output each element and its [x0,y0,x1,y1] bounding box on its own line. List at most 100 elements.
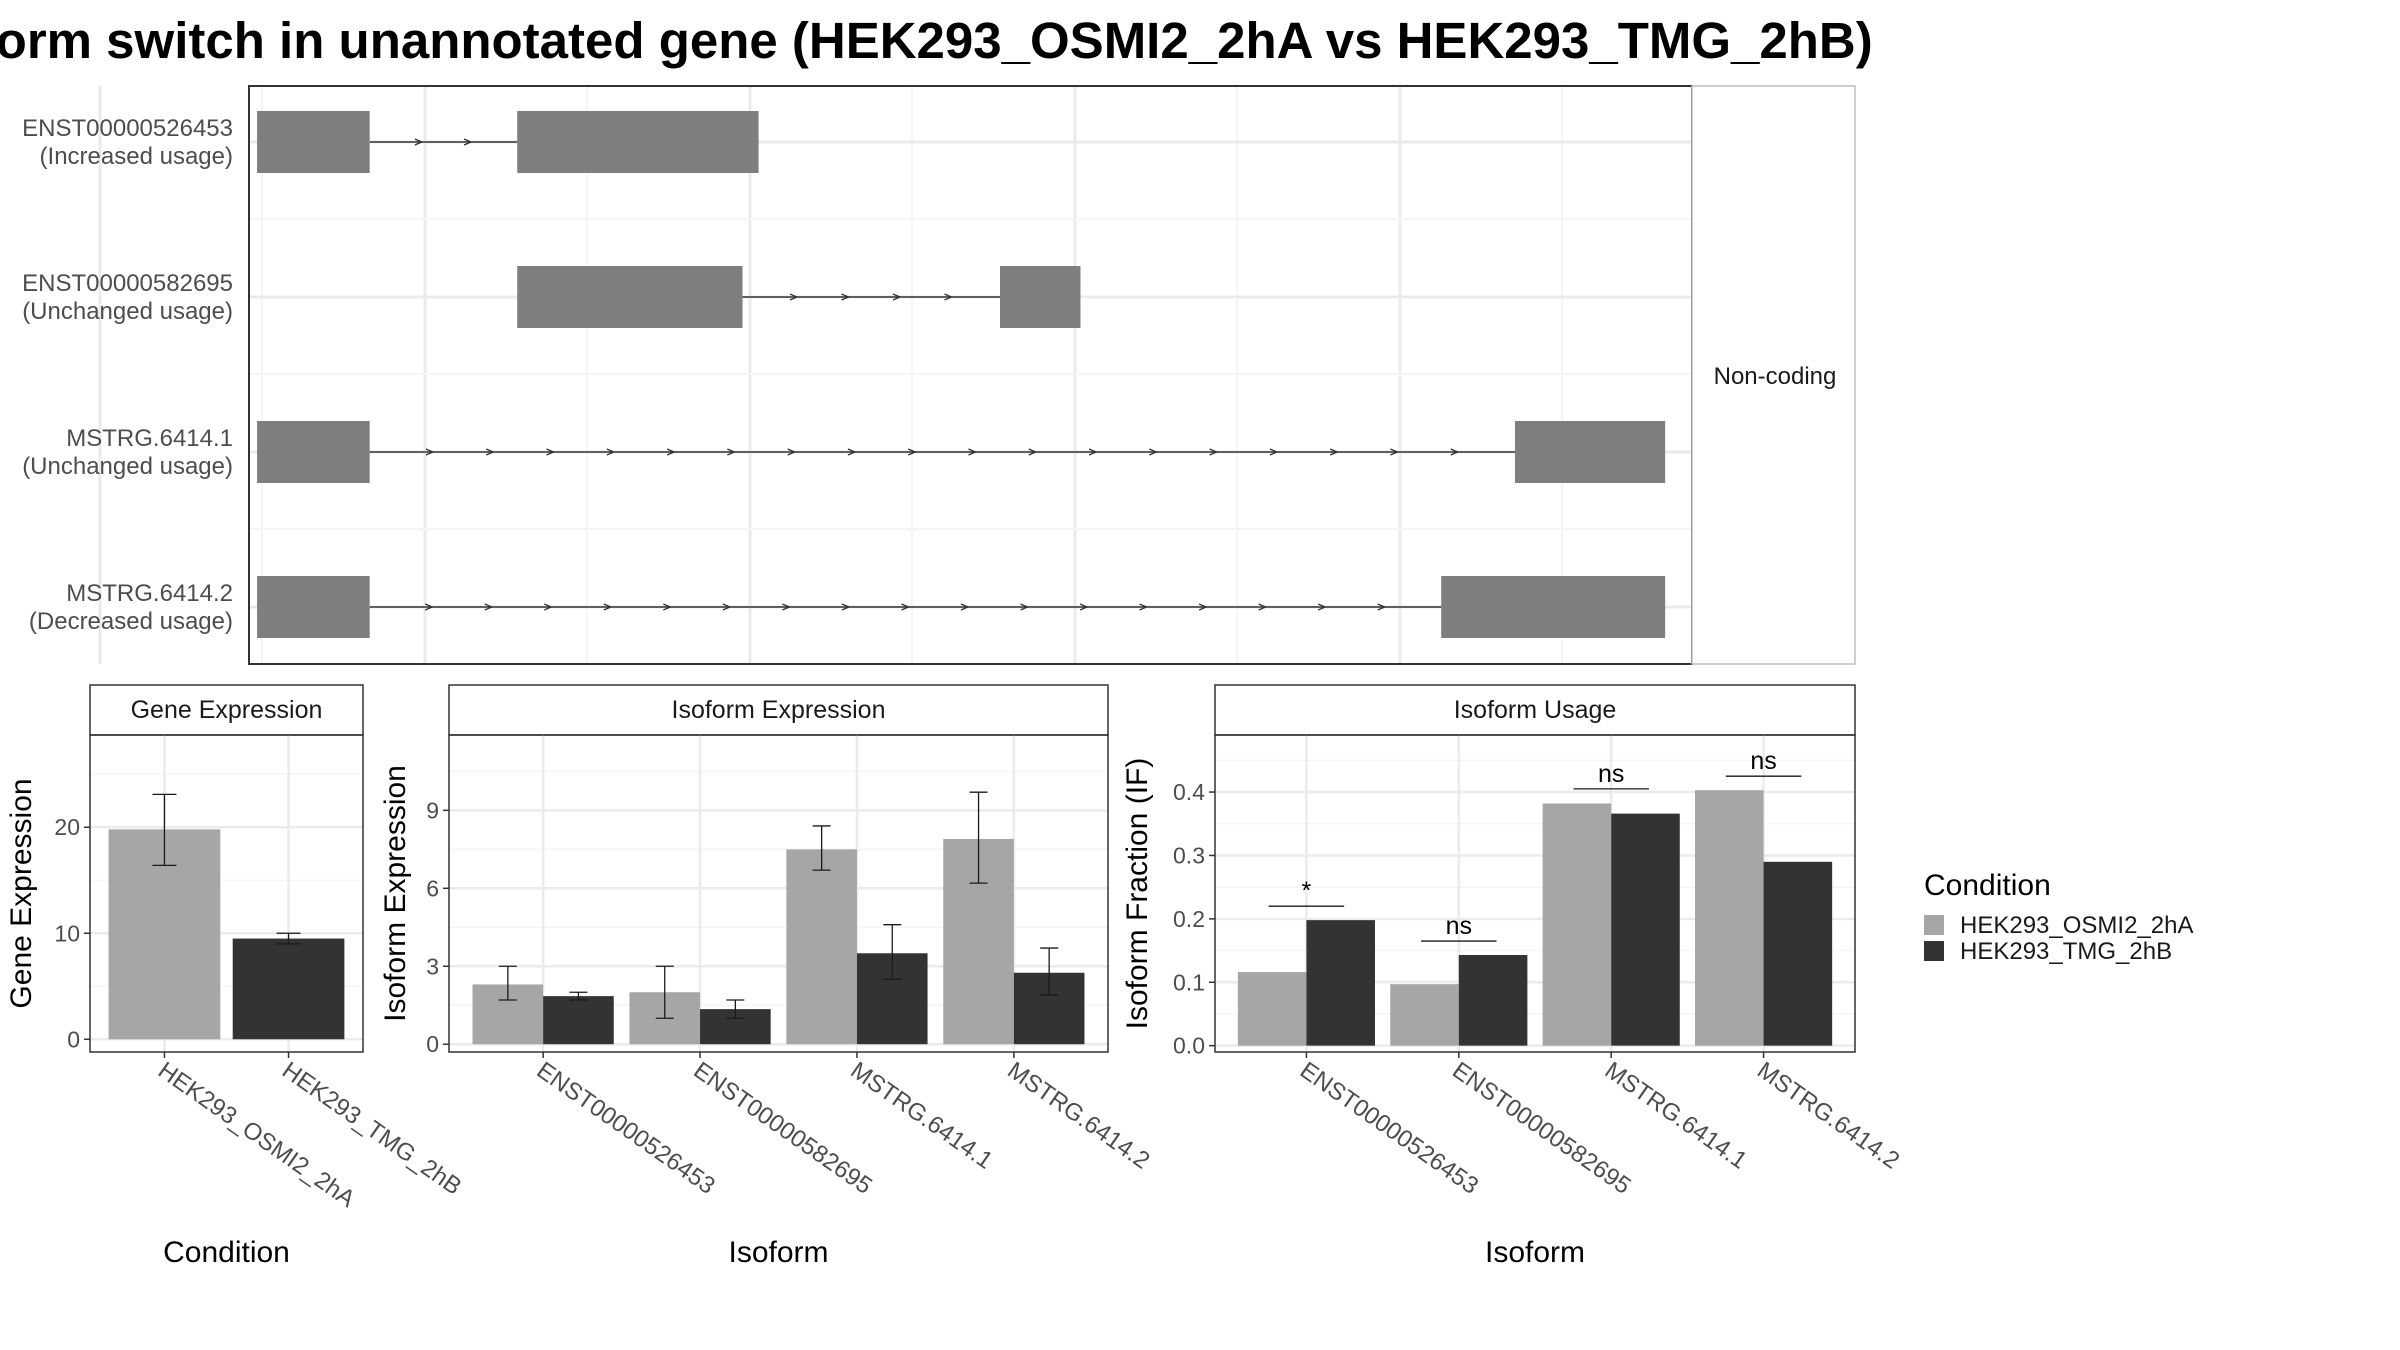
structure-transcripts [257,111,1666,638]
significance-label: * [1302,877,1312,905]
bar [1237,972,1307,1046]
transcript-labels: ENST00000526453(Increased usage) ENST0000… [22,115,233,635]
transcript-usage-label: (Decreased usage) [29,608,233,635]
strand-arrow [968,448,978,456]
strand-arrow [782,603,792,611]
facet-label-non-coding: Non-coding [1714,363,1837,390]
y-tick-label: 0.1 [1173,969,1205,995]
transcript-id-label: ENST00000582695 [22,270,233,297]
transcript-usage-label: (Unchanged usage) [22,298,233,325]
strand-arrow [1269,448,1279,456]
transcript-usage-label: (Increased usage) [40,143,233,170]
significance-label: ns [1598,760,1624,788]
legend-label-osmi2: HEK293_OSMI2_2hA [1960,912,2193,939]
strand-arrow [666,448,676,456]
exon-block [257,421,370,483]
strand-arrow [1020,603,1030,611]
strand-arrow [603,603,613,611]
strand-arrow [1317,603,1327,611]
strand-arrow [1088,448,1098,456]
significance-label: ns [1446,912,1472,940]
bar [543,996,614,1045]
strand-arrow [1390,448,1400,456]
bar [1390,984,1459,1046]
y-tick-label: 3 [426,953,439,979]
strand-arrow [463,138,473,146]
bar [1695,790,1764,1046]
strand-arrow [1028,448,1038,456]
strand-arrow [1258,603,1268,611]
strand-arrow [1079,603,1089,611]
legend-swatch-osmi2 [1924,915,1944,935]
strand-arrow [892,293,902,301]
strand-arrow [727,448,737,456]
panel-frame [1214,734,1856,1053]
strand-arrow [960,603,970,611]
panel-strip [1214,684,1856,736]
y-tick-label: 20 [54,814,80,840]
y-tick-label: 0 [67,1026,80,1052]
exon-block [517,266,743,328]
transcript-track [257,111,759,173]
transcript-track [257,421,1666,483]
panel-strip [89,684,364,736]
legend: Condition HEK293_OSMI2_2hA HEK293_TMG_2h… [1924,869,2193,965]
significance-label: ns [1750,747,1776,775]
structure-facet-strip [1691,85,1856,665]
strand-arrow [1209,448,1219,456]
strand-arrow [663,603,672,611]
strand-arrow [1450,448,1460,456]
strand-arrow [789,293,799,301]
strand-arrow [787,448,797,456]
y-axis-title: Isoform Expression [379,765,412,1022]
y-axis-title: Isoform Fraction (IF) [1121,758,1154,1030]
strand-arrow [484,603,494,611]
strand-arrow [485,448,495,456]
transcript-id-label: ENST00000526453 [22,115,233,142]
strand-arrow [841,293,851,301]
transcript-id-label: MSTRG.6414.1 [66,425,233,452]
exon-block [1514,421,1666,483]
strand-arrow [1149,448,1158,456]
transcript-track [517,266,1081,328]
panel-frame [448,734,1109,1053]
gene-structure-panel: Non-coding ENST00000526453(Increased usa… [22,85,1856,665]
transcript-id-label: MSTRG.6414.2 [66,580,233,607]
x-tick-label: MSTRG.6414.1 [846,1057,998,1175]
strand-arrow [901,603,911,611]
y-tick-label: 0 [426,1031,439,1057]
x-tick-label: HEK293_OSMI2_2hA [153,1057,360,1213]
strand-arrow [847,448,857,456]
strand-arrow [1377,603,1387,611]
panel-strip-label: Gene Expression [131,696,323,724]
legend-title: Condition [1924,869,2051,902]
bar [232,938,345,1040]
strand-arrow [544,603,553,611]
strand-arrow [907,448,917,456]
strand-arrow [841,603,851,611]
strand-arrow [424,603,434,611]
strand-arrow [414,138,424,146]
x-axis-title: Isoform [1485,1236,1585,1269]
strand-arrow [425,448,435,456]
x-tick-label: MSTRG.6414.2 [1752,1057,1904,1175]
exon-block [517,111,759,173]
panel-frame [89,734,364,1053]
y-tick-label: 0.0 [1173,1033,1205,1059]
bar [1542,803,1612,1046]
legend-swatch-tmg [1924,941,1944,961]
y-axis-title: Gene Expression [5,778,38,1008]
legend-label-tmg: HEK293_TMG_2hB [1960,938,2172,965]
strand-arrow [606,448,616,456]
strand-arrow [1139,603,1149,611]
exon-block [257,576,370,638]
strand-arrow [722,603,732,611]
x-axis-title: Condition [163,1236,290,1269]
panel-strip-label: Isoform Usage [1454,696,1617,724]
x-tick-label: MSTRG.6414.2 [1002,1057,1154,1175]
bar [1611,813,1680,1046]
strand-arrow [944,293,954,301]
bar [786,849,857,1045]
y-tick-label: 0.2 [1173,906,1205,932]
